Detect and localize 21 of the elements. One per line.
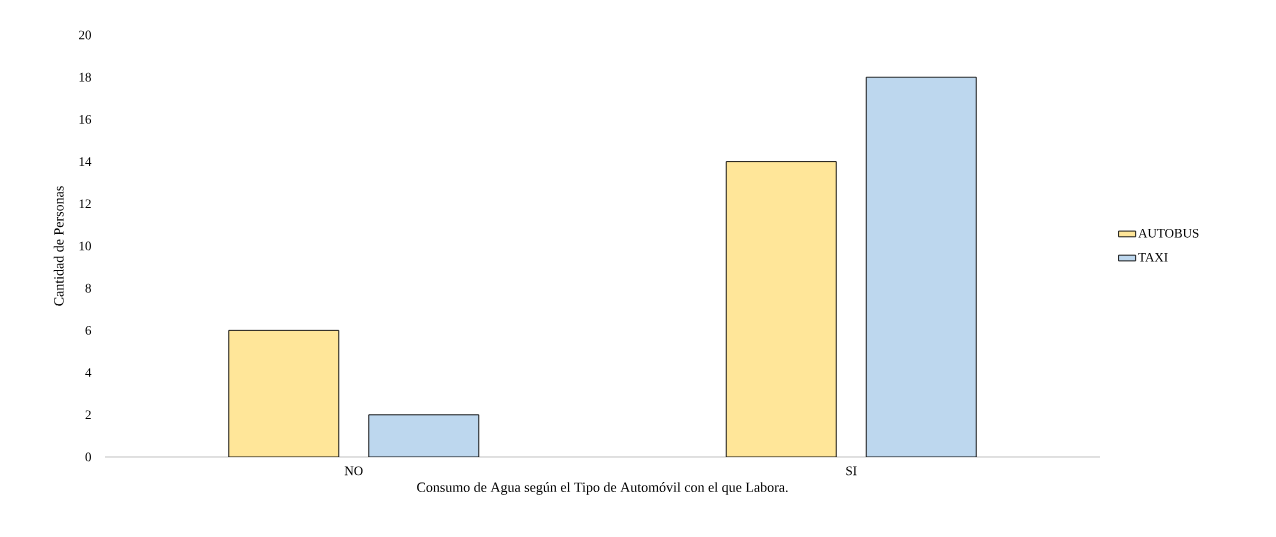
legend-label: TAXI xyxy=(1138,253,1168,262)
y-tick-label: 8 xyxy=(85,283,91,293)
y-tick-label: 0 xyxy=(85,452,91,462)
legend-label: AUTOBUS xyxy=(1138,228,1199,238)
y-tick-label: 2 xyxy=(85,410,91,420)
x-axis-title: Consumo de Agua según el Tipo de Automóvil con el que Labora. xyxy=(417,482,788,495)
y-tick-label: 14 xyxy=(79,157,92,166)
x-tick-label: NO xyxy=(344,466,363,476)
x-tick-label: SI xyxy=(846,466,857,476)
y-tick-label: 10 xyxy=(79,241,91,251)
bar xyxy=(865,76,977,457)
y-axis-title: Cantidad de Personas xyxy=(53,186,64,306)
y-tick-label: 20 xyxy=(79,30,91,40)
y-tick-label: 18 xyxy=(79,72,91,82)
y-tick-label: 4 xyxy=(85,368,92,377)
y-tick-label: 6 xyxy=(85,326,92,335)
y-tick-label: 16 xyxy=(79,115,92,124)
bar xyxy=(725,161,837,457)
bar xyxy=(368,414,480,457)
y-tick-label: 12 xyxy=(79,199,91,209)
bar xyxy=(228,329,340,457)
